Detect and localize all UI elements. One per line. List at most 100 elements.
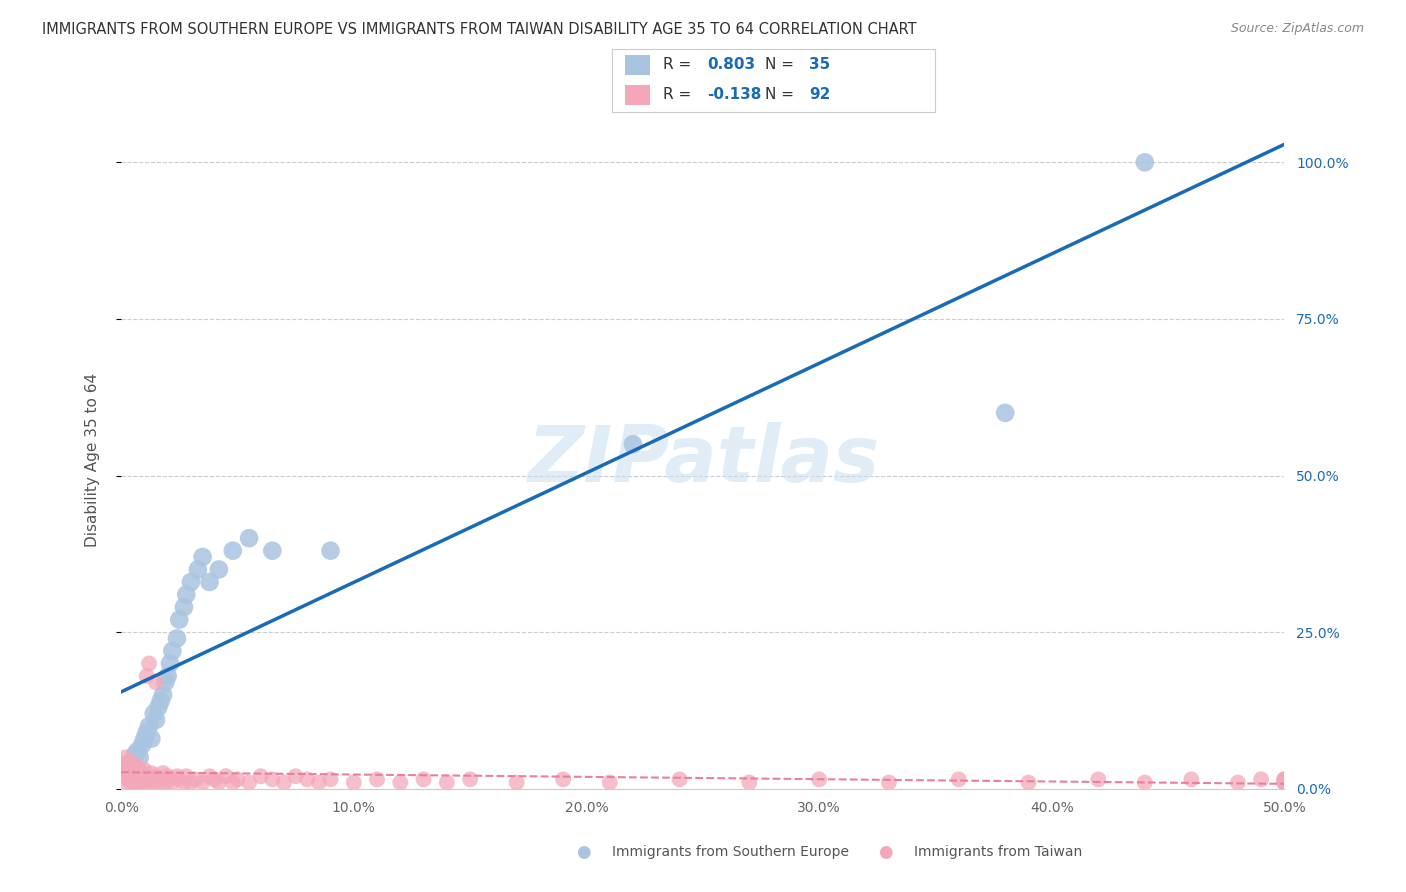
- Point: [166, 769, 188, 783]
- Point: [458, 772, 481, 787]
- Point: [142, 706, 165, 721]
- Point: [121, 772, 143, 787]
- Point: [174, 588, 197, 602]
- Point: [134, 769, 156, 783]
- Point: [215, 769, 238, 783]
- Point: [238, 775, 260, 789]
- Point: [238, 531, 260, 545]
- Point: [134, 775, 156, 789]
- Point: [208, 775, 231, 789]
- Point: [173, 775, 195, 789]
- Point: [389, 775, 412, 789]
- Point: [226, 772, 249, 787]
- Point: [621, 437, 644, 451]
- Point: [198, 769, 221, 783]
- Point: [1226, 775, 1249, 789]
- Point: [156, 669, 179, 683]
- Point: [117, 766, 139, 780]
- Point: [1087, 772, 1109, 787]
- Point: [1133, 775, 1156, 789]
- Point: [117, 756, 139, 771]
- Point: [297, 772, 319, 787]
- Point: [124, 775, 146, 789]
- Point: [138, 775, 160, 789]
- Point: [152, 766, 174, 780]
- Point: [128, 763, 150, 777]
- Point: [191, 549, 214, 564]
- Point: [120, 760, 142, 774]
- Point: [148, 772, 170, 787]
- Point: [117, 756, 139, 771]
- Point: [117, 772, 139, 787]
- Point: [152, 688, 174, 702]
- Point: [145, 769, 167, 783]
- Point: [134, 731, 156, 746]
- Point: [114, 775, 136, 789]
- Point: [127, 772, 149, 787]
- Point: [1274, 775, 1296, 789]
- Point: [319, 772, 342, 787]
- Point: [128, 750, 150, 764]
- Point: [148, 700, 170, 714]
- Point: [127, 760, 149, 774]
- Point: [553, 772, 575, 787]
- Point: [149, 775, 172, 789]
- Point: [1250, 772, 1272, 787]
- Point: [135, 725, 157, 739]
- Point: [138, 719, 160, 733]
- Point: [1017, 775, 1039, 789]
- Bar: [624, 86, 651, 105]
- Point: [112, 756, 135, 771]
- Point: [273, 775, 295, 789]
- Point: [141, 731, 163, 746]
- Point: [169, 613, 191, 627]
- Point: [120, 775, 142, 789]
- Point: [222, 543, 245, 558]
- Point: [173, 600, 195, 615]
- Text: 92: 92: [808, 87, 831, 103]
- Point: [128, 775, 150, 789]
- Point: [668, 772, 690, 787]
- Text: -0.138: -0.138: [707, 87, 762, 103]
- Text: 0.803: 0.803: [707, 57, 755, 72]
- Point: [159, 657, 181, 671]
- Point: [114, 750, 136, 764]
- Point: [124, 769, 146, 783]
- Point: [343, 775, 366, 789]
- Point: [599, 775, 621, 789]
- Text: ●: ●: [576, 843, 591, 861]
- Text: ZIPatlas: ZIPatlas: [527, 422, 879, 498]
- Point: [155, 675, 177, 690]
- Point: [169, 772, 191, 787]
- Point: [284, 769, 307, 783]
- Point: [135, 772, 157, 787]
- Point: [114, 763, 136, 777]
- Point: [262, 543, 284, 558]
- Point: [1274, 772, 1296, 787]
- Point: [1274, 772, 1296, 787]
- Point: [127, 744, 149, 758]
- Point: [208, 562, 231, 576]
- Text: Immigrants from Taiwan: Immigrants from Taiwan: [914, 845, 1083, 859]
- Point: [141, 772, 163, 787]
- Text: N =: N =: [765, 57, 799, 72]
- Point: [319, 543, 342, 558]
- Text: Immigrants from Southern Europe: Immigrants from Southern Europe: [612, 845, 849, 859]
- Point: [187, 562, 209, 576]
- Point: [121, 766, 143, 780]
- Point: [127, 766, 149, 780]
- Text: ●: ●: [879, 843, 893, 861]
- Text: R =: R =: [664, 87, 696, 103]
- Point: [1274, 775, 1296, 789]
- Point: [162, 644, 184, 658]
- Point: [366, 772, 388, 787]
- Point: [198, 574, 221, 589]
- Point: [121, 763, 143, 777]
- Point: [877, 775, 900, 789]
- Point: [505, 775, 527, 789]
- Point: [162, 775, 184, 789]
- Point: [1180, 772, 1202, 787]
- Bar: [624, 55, 651, 75]
- Point: [202, 772, 225, 787]
- Text: R =: R =: [664, 57, 696, 72]
